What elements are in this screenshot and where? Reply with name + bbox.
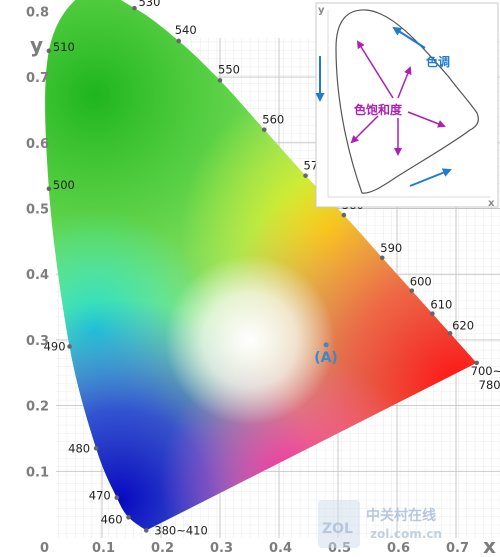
wavelength-markers: 380~410460470480490500510520530540550560… xyxy=(44,0,500,537)
wavelength-label: 780 xyxy=(479,378,500,392)
wavelength-label: 560 xyxy=(262,113,284,127)
wavelength-dot xyxy=(341,212,347,218)
watermark-logo xyxy=(318,500,360,548)
wavelength-label: 600 xyxy=(410,275,432,289)
wavelength-dot xyxy=(447,331,453,336)
wavelength-label: 620 xyxy=(452,318,474,332)
watermark-logo-text: ZOL xyxy=(322,521,353,537)
watermark-text: 中关村在线 xyxy=(366,507,436,524)
origin-label: 0 xyxy=(40,541,49,556)
zol-watermark: ZOL 中关村在线 zol.com.cn xyxy=(318,500,442,548)
inset-horseshoe xyxy=(335,9,479,194)
y-tick-label: 0.2 xyxy=(26,400,49,415)
x-tick-label: 0.4 xyxy=(269,541,292,556)
wavelength-label: 540 xyxy=(175,23,197,37)
x-tick-label: 0.7 xyxy=(446,541,469,556)
point-a-label: (A) xyxy=(314,350,338,366)
x-tick-label: 0.2 xyxy=(151,541,174,556)
wavelength-label: 480 xyxy=(68,441,90,455)
wavelength-label: 380~410 xyxy=(154,523,208,537)
wavelength-label: 550 xyxy=(218,62,240,76)
wavelength-dot xyxy=(143,528,149,533)
saturation-arrows xyxy=(350,40,446,156)
wavelength-label: 510 xyxy=(53,40,75,54)
x-tick-label: 0.6 xyxy=(387,541,410,556)
watermark-url: zol.com.cn xyxy=(370,527,442,541)
y-tick-label: 0.6 xyxy=(26,137,49,152)
point-a-dot xyxy=(323,342,329,348)
wavelength-dot xyxy=(217,78,223,83)
wavelength-label: 610 xyxy=(430,298,452,312)
wavelength-label: 500 xyxy=(53,178,75,192)
y-axis-label: y xyxy=(30,33,43,57)
point-a: (A) xyxy=(314,342,338,366)
wavelength-label: 490 xyxy=(44,339,66,353)
hue-saturation-inset: y x 色调 色饱和度 xyxy=(315,2,499,209)
wavelength-dot xyxy=(114,495,120,500)
wavelength-label: 470 xyxy=(89,489,111,503)
wavelength-label: 530 xyxy=(138,0,160,9)
y-tick-label: 0.3 xyxy=(26,334,49,349)
y-tick-label: 0.1 xyxy=(26,465,49,480)
wavelength-dot xyxy=(303,173,308,178)
y-tick-label: 0.8 xyxy=(26,5,49,20)
saturation-label: 色饱和度 xyxy=(354,102,403,117)
inset-hue-arrow-bottom xyxy=(409,168,452,187)
wavelength-dot xyxy=(67,344,72,349)
wavelength-label: 460 xyxy=(101,512,123,526)
inset-y-label: y xyxy=(318,5,325,16)
y-tick-label: 0.4 xyxy=(26,268,49,283)
inset-x-label: x xyxy=(488,198,495,209)
wavelength-label: 700~ xyxy=(471,364,500,378)
y-tick-label: 0.7 xyxy=(26,71,49,86)
wavelength-dot xyxy=(46,48,52,54)
axis-tick-labels: 0.1 0.2 0.3 0.4 0.5 0.6 0.70.10.20.30.40.50.60… xyxy=(26,5,469,556)
wavelength-label: 590 xyxy=(380,241,402,255)
wavelength-dot xyxy=(93,446,99,451)
y-tick-label: 0.5 xyxy=(26,203,49,218)
x-tick-label: 0.3 xyxy=(210,541,233,556)
wavelength-dot xyxy=(176,38,181,44)
inset-hue-arrow-top xyxy=(392,26,426,49)
wavelength-dot xyxy=(379,255,385,261)
x-axis-label: x xyxy=(483,534,496,557)
wavelength-dot xyxy=(409,288,415,293)
wavelength-dot xyxy=(430,311,435,316)
wavelength-dot xyxy=(46,186,52,192)
wavelength-dot xyxy=(132,5,137,11)
wavelength-dot xyxy=(126,514,131,520)
x-tick-label: 0.1 xyxy=(92,541,115,556)
wavelength-dot xyxy=(474,360,479,366)
hue-label: 色调 xyxy=(426,54,450,69)
wavelength-dot xyxy=(261,127,267,132)
